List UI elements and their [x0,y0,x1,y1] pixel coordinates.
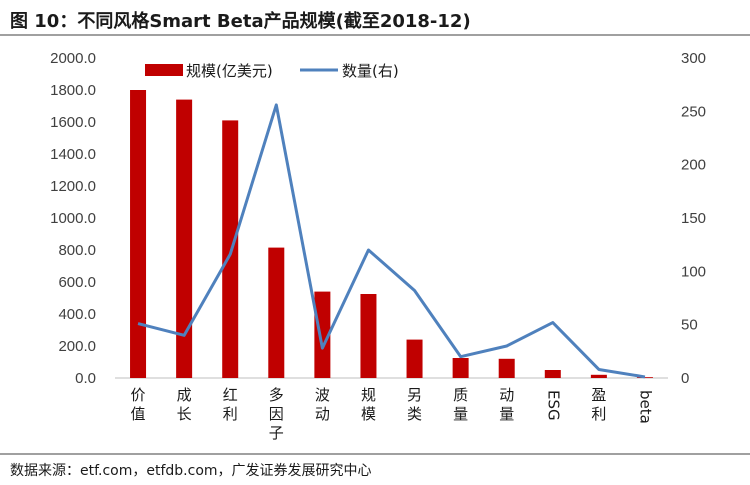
y-right-tick-label: 150 [681,210,706,227]
y-left-tick-label: 0.0 [75,370,96,387]
bar [452,358,469,378]
x-tick-label: 多因子 [269,386,284,442]
y-left-tick-label: 1800.0 [50,82,96,99]
y-left-tick-label: 200.0 [58,338,96,355]
bar [544,370,561,378]
bar [360,294,377,378]
y-right-tick-label: 0 [681,370,689,387]
x-tick-label: 动量 [499,386,514,423]
x-tick-label: beta [636,390,654,424]
bar [268,247,285,378]
header-rule [0,34,750,36]
x-tick-label: 价值 [131,386,146,423]
source-note: 数据来源：etf.com，etfdb.com，广发证券发展研究中心 [10,463,372,479]
y-left-tick-label: 400.0 [58,306,96,323]
y-left-tick-label: 800.0 [58,242,96,259]
line-series [137,103,646,379]
figure-header: 图 10：不同风格Smart Beta产品规模(截至2018-12) [0,0,750,36]
bar [406,339,423,378]
bar [176,99,193,378]
x-tick-label: 成长 [177,386,192,423]
y-left-tick-label: 600.0 [58,274,96,291]
chart: 2000.01800.01600.01400.01200.01000.0800.… [50,50,706,442]
bar [130,90,147,378]
x-tick-label: 质量 [453,386,468,423]
bar [636,377,653,378]
y-left-tick-label: 1000.0 [50,210,96,227]
y-left-tick-label: 1400.0 [50,146,96,163]
y-right-tick-label: 250 [681,103,706,120]
bar [590,374,607,378]
footer-rule [0,453,750,455]
figure-title: 图 10：不同风格Smart Beta产品规模(截至2018-12) [10,11,471,32]
y-right-tick-label: 200 [681,157,706,174]
legend-label-bar: 规模(亿美元) [186,62,273,80]
y-right-tick-label: 100 [681,263,706,280]
x-tick-label: 盈利 [591,386,606,423]
legend-swatch-bar [145,64,183,76]
y-left-tick-label: 2000.0 [50,50,96,67]
y-left-tick-label: 1200.0 [50,178,96,195]
y-left-tick-label: 1600.0 [50,114,96,131]
x-tick-label: 另类 [407,386,422,423]
y-right-tick-label: 300 [681,50,706,67]
x-tick-label: 规模 [361,386,376,423]
x-tick-label: ESG [544,390,562,421]
legend-label-line: 数量(右) [342,62,399,80]
bar [498,358,515,378]
y-right-tick-label: 50 [681,317,698,334]
bar [314,291,331,378]
x-tick-label: 红利 [223,386,238,423]
x-tick-label: 波动 [315,386,330,423]
